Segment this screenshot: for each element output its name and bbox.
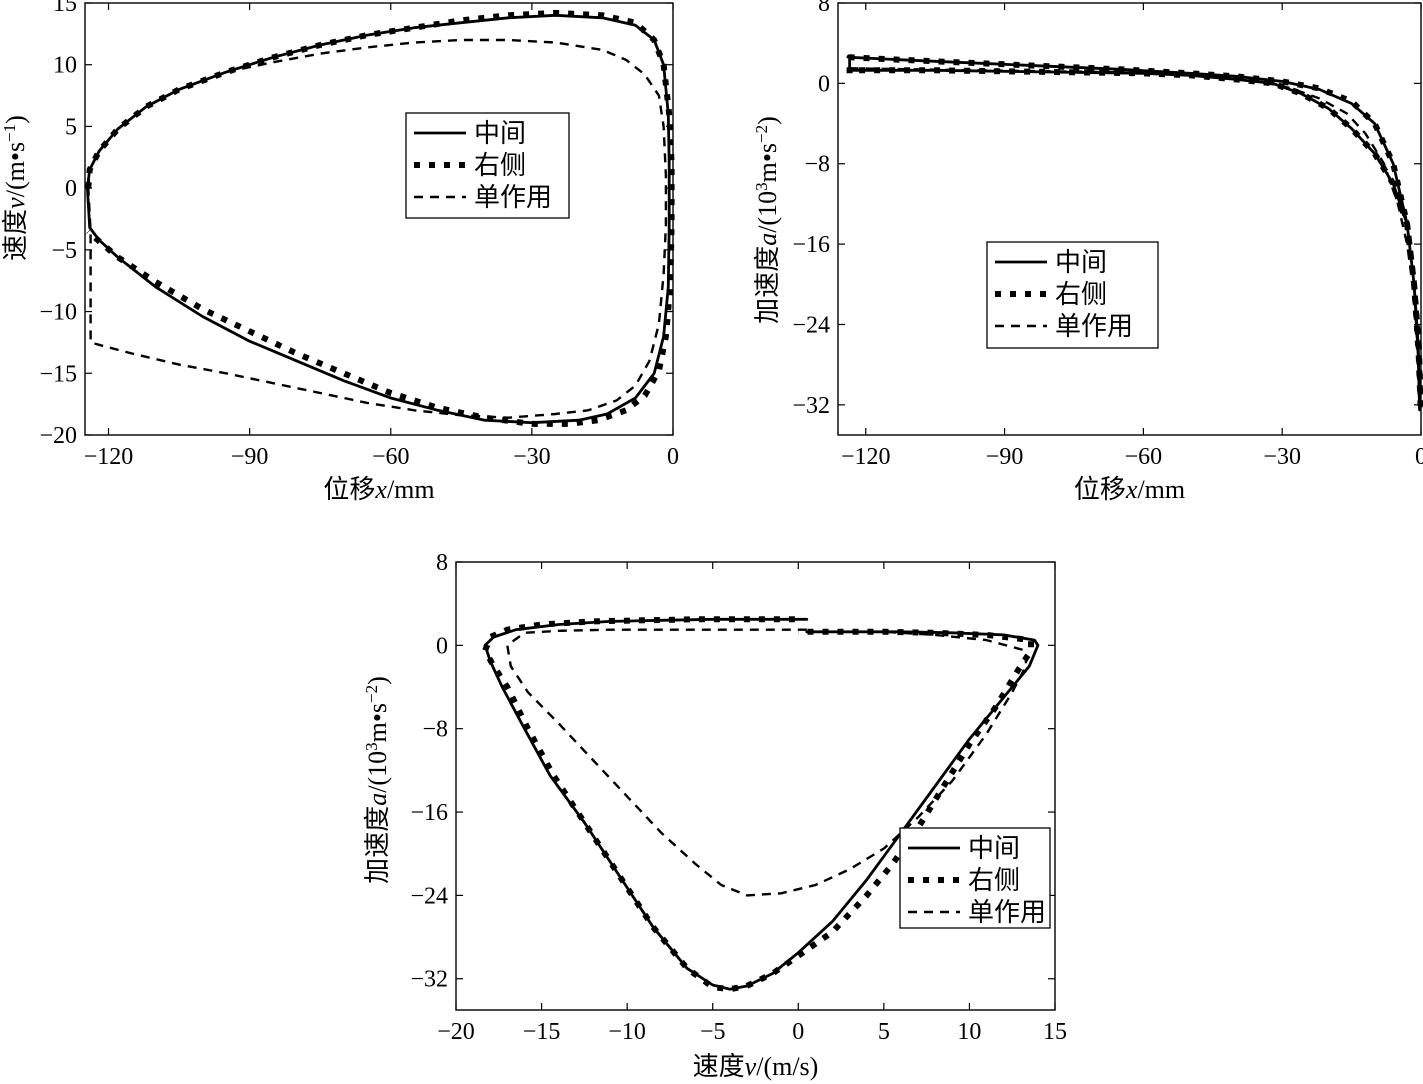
x-tick-label: 0 xyxy=(667,444,679,470)
x-tick-label: −120 xyxy=(841,444,891,470)
y-tick-label: −32 xyxy=(792,393,830,419)
legend-entry: 单作用 xyxy=(474,183,552,212)
y-tick-label: 10 xyxy=(53,53,77,79)
y-tick-label: −20 xyxy=(39,423,77,449)
legend-entry: 单作用 xyxy=(1055,312,1133,341)
y-axis-label: 加速度a/(103m•s−2) xyxy=(362,676,392,884)
x-tick-label: −5 xyxy=(700,1019,726,1045)
plot-frame xyxy=(84,2,674,436)
y-tick-label: −16 xyxy=(410,800,448,826)
x-axis-label: 位移x/mm xyxy=(323,475,434,504)
y-tick-label: −8 xyxy=(422,717,448,743)
chart-top-left: −120 −90 −60 −30 0 15 10 5 0 −5 −10 −15 −20 位移x/mm 速度v… xyxy=(0,0,679,504)
y-tick-label: 15 xyxy=(53,0,77,17)
plot-frame xyxy=(837,2,1422,436)
x-tick-label: −15 xyxy=(523,1019,561,1045)
legend-entry: 中间 xyxy=(968,834,1020,863)
y-tick-label: 0 xyxy=(436,633,448,659)
x-tick-label: −20 xyxy=(437,1019,475,1045)
series-line-dashed xyxy=(87,38,668,419)
legend-entry: 单作用 xyxy=(968,898,1046,927)
x-tick-label: −120 xyxy=(84,444,134,470)
x-tick-label: −90 xyxy=(986,444,1024,470)
legend-entry: 右侧 xyxy=(968,866,1020,895)
series-line-solid xyxy=(483,617,1040,991)
legend-entry: 右侧 xyxy=(1055,280,1107,309)
y-axis-label: 速度v/(m•s−1) xyxy=(0,115,30,261)
x-tick-label: 15 xyxy=(1043,1019,1067,1045)
chart-top-right: −120 −90 −60 −30 0 8 0 −8 −16 −24 −32 位移x/mm 加速度a/(1… xyxy=(752,0,1423,504)
x-axis-label: 位移x/mm xyxy=(1074,475,1185,504)
y-tick-label: −5 xyxy=(51,238,77,264)
x-tick-label: −60 xyxy=(1125,444,1163,470)
y-tick-label: −32 xyxy=(410,967,448,993)
legend-entry: 中间 xyxy=(1055,248,1107,277)
x-tick-label: 0 xyxy=(792,1019,804,1045)
y-tick-label: −24 xyxy=(410,883,448,909)
legend-entry: 中间 xyxy=(474,119,526,148)
x-tick-label: −30 xyxy=(513,444,551,470)
x-tick-label: −30 xyxy=(1263,444,1301,470)
y-tick-label: 5 xyxy=(65,114,77,140)
series-line-dotted xyxy=(846,54,1423,408)
series-line-solid xyxy=(86,13,671,425)
legend-entry: 右侧 xyxy=(474,151,526,180)
y-axis-label: 加速度a/(103m•s−2) xyxy=(752,116,782,324)
y-tick-label: −24 xyxy=(792,312,830,338)
x-tick-label: −60 xyxy=(372,444,410,470)
plot-frame xyxy=(455,561,1056,1011)
y-tick-label: 8 xyxy=(818,0,830,17)
y-tick-label: 8 xyxy=(436,550,448,576)
x-tick-label: 10 xyxy=(957,1019,981,1045)
x-tick-label: 0 xyxy=(1415,444,1423,470)
x-tick-label: −10 xyxy=(608,1019,646,1045)
y-tick-label: 0 xyxy=(818,71,830,97)
y-tick-label: 0 xyxy=(65,176,77,202)
series-line-dotted xyxy=(482,616,1034,993)
x-tick-label: −90 xyxy=(231,444,269,470)
chart-bottom: −20 −15 −10 −5 0 5 10 15 8 0 −8 −16 −24 −32 速度v/(m/s) 加… xyxy=(362,550,1067,1081)
y-tick-label: −10 xyxy=(39,300,77,326)
series-line-dashed xyxy=(506,628,1028,897)
y-tick-label: −15 xyxy=(39,361,77,387)
x-tick-label: 5 xyxy=(878,1019,890,1045)
y-tick-label: −16 xyxy=(792,232,830,258)
y-tick-label: −8 xyxy=(804,152,830,178)
x-axis-label: 速度v/(m/s) xyxy=(693,1052,819,1081)
series-line-dotted xyxy=(85,9,675,427)
series-line-dashed xyxy=(849,67,1421,405)
